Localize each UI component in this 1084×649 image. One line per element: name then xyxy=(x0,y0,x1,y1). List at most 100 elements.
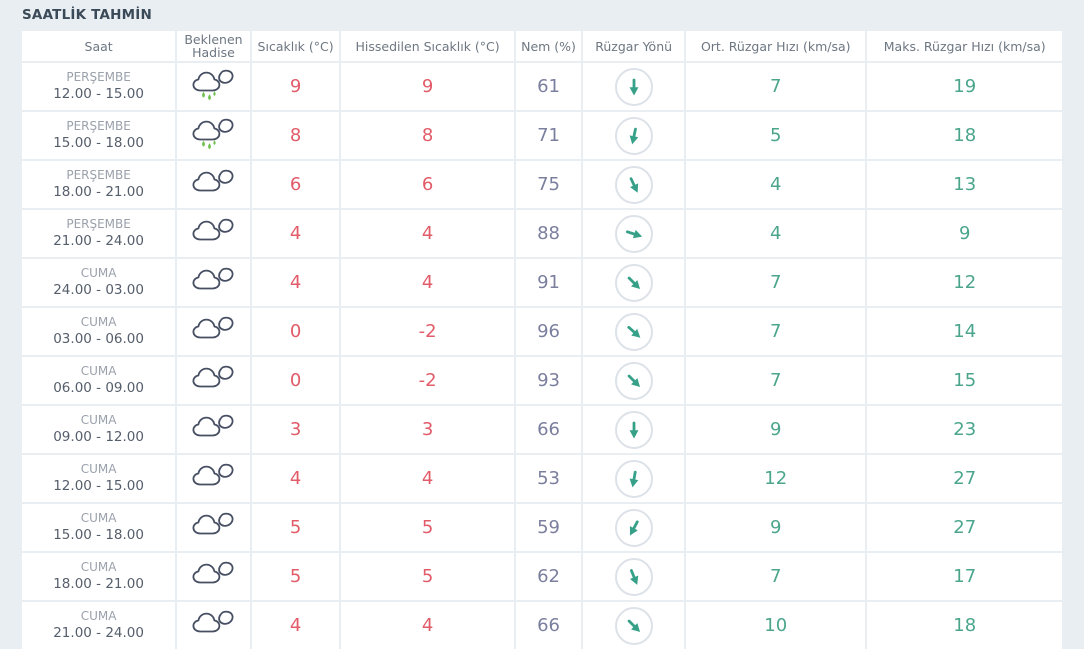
wind-direction-cell xyxy=(583,357,685,405)
max-wind-value: 23 xyxy=(867,406,1062,454)
time-range: 15.00 - 18.00 xyxy=(53,526,144,543)
cloudy-icon xyxy=(192,463,234,486)
avg-wind-value: 5 xyxy=(686,112,866,160)
time-range: 03.00 - 06.00 xyxy=(53,330,144,347)
table-row: PERŞEMBE 15.00 - 18.00 8 8 71 5 18 xyxy=(22,112,1062,160)
time-cell: CUMA 03.00 - 06.00 xyxy=(22,308,176,356)
wind-direction-arrow-icon xyxy=(627,276,640,289)
table-header: Saat Beklenen Hadise Sıcaklık (°C) Hisse… xyxy=(22,31,1062,62)
temperature-value: 5 xyxy=(251,504,340,552)
time-cell: PERŞEMBE 12.00 - 15.00 xyxy=(22,63,176,111)
time-range: 12.00 - 15.00 xyxy=(53,85,144,102)
time-range: 06.00 - 09.00 xyxy=(53,379,144,396)
cloudy-icon xyxy=(192,365,234,388)
avg-wind-value: 7 xyxy=(686,63,866,111)
table-body: PERŞEMBE 12.00 - 15.00 9 9 61 7 19 PERŞE… xyxy=(22,63,1062,649)
wind-direction-arrow-icon xyxy=(629,568,638,585)
wind-direction-icon xyxy=(614,459,653,498)
condition-cell xyxy=(177,259,250,307)
temperature-value: 6 xyxy=(251,161,340,209)
time-cell: CUMA 24.00 - 03.00 xyxy=(22,259,176,307)
cloudy-icon xyxy=(192,610,234,633)
temperature-value: 0 xyxy=(251,357,340,405)
avg-wind-value: 7 xyxy=(686,259,866,307)
temperature-value: 8 xyxy=(251,112,340,160)
feels-like-value: 8 xyxy=(341,112,514,160)
col-header-nem: Nem (%) xyxy=(515,31,582,62)
table-row: CUMA 21.00 - 24.00 4 4 66 10 18 xyxy=(22,602,1062,649)
wind-direction-cell xyxy=(583,455,685,503)
wind-direction-cell xyxy=(583,504,685,552)
day-label: CUMA xyxy=(80,560,117,575)
avg-wind-value: 7 xyxy=(686,357,866,405)
temperature-value: 4 xyxy=(251,259,340,307)
wind-direction-arrow-icon xyxy=(629,520,639,536)
day-label: PERŞEMBE xyxy=(66,168,131,183)
temperature-value: 9 xyxy=(251,63,340,111)
max-wind-value: 15 xyxy=(867,357,1062,405)
max-wind-value: 17 xyxy=(867,553,1062,601)
cloudy-light-rain-icon xyxy=(192,118,234,149)
table-row: PERŞEMBE 21.00 - 24.00 4 4 88 4 9 xyxy=(22,210,1062,258)
time-cell: PERŞEMBE 15.00 - 18.00 xyxy=(22,112,176,160)
col-header-sicaklik: Sıcaklık (°C) xyxy=(251,31,340,62)
cloudy-icon xyxy=(192,218,234,241)
day-label: CUMA xyxy=(80,609,117,624)
time-cell: CUMA 09.00 - 12.00 xyxy=(22,406,176,454)
wind-direction-arrow-icon xyxy=(625,229,642,239)
wind-direction-icon xyxy=(614,214,653,253)
avg-wind-value: 10 xyxy=(686,602,866,649)
col-header-ort-ruzgar: Ort. Rüzgar Hızı (km/sa) xyxy=(686,31,866,62)
humidity-value: 75 xyxy=(515,161,582,209)
humidity-value: 66 xyxy=(515,602,582,649)
time-cell: CUMA 21.00 - 24.00 xyxy=(22,602,176,649)
cloudy-light-rain-icon xyxy=(192,69,234,100)
day-label: CUMA xyxy=(80,413,117,428)
wind-direction-icon xyxy=(614,361,653,400)
temperature-value: 4 xyxy=(251,602,340,649)
table-row: CUMA 03.00 - 06.00 0 -2 96 7 14 xyxy=(22,308,1062,356)
table-row: PERŞEMBE 18.00 - 21.00 6 6 75 4 13 xyxy=(22,161,1062,209)
humidity-value: 71 xyxy=(515,112,582,160)
time-cell: CUMA 15.00 - 18.00 xyxy=(22,504,176,552)
condition-cell xyxy=(177,357,250,405)
feels-like-value: 4 xyxy=(341,259,514,307)
cloudy-icon xyxy=(192,561,234,584)
cloudy-icon xyxy=(192,414,234,437)
humidity-value: 53 xyxy=(515,455,582,503)
humidity-value: 66 xyxy=(515,406,582,454)
time-range: 21.00 - 24.00 xyxy=(53,624,144,641)
wind-direction-cell xyxy=(583,63,685,111)
condition-cell xyxy=(177,308,250,356)
hourly-forecast-table: Saat Beklenen Hadise Sıcaklık (°C) Hisse… xyxy=(20,29,1064,649)
feels-like-value: 3 xyxy=(341,406,514,454)
table-row: CUMA 24.00 - 03.00 4 4 91 7 12 xyxy=(22,259,1062,307)
feels-like-value: 4 xyxy=(341,455,514,503)
max-wind-value: 12 xyxy=(867,259,1062,307)
feels-like-value: 4 xyxy=(341,602,514,649)
avg-wind-value: 12 xyxy=(686,455,866,503)
day-label: PERŞEMBE xyxy=(66,70,131,85)
wind-direction-cell xyxy=(583,161,685,209)
table-row: CUMA 15.00 - 18.00 5 5 59 9 27 xyxy=(22,504,1062,552)
time-cell: CUMA 18.00 - 21.00 xyxy=(22,553,176,601)
feels-like-value: -2 xyxy=(341,357,514,405)
humidity-value: 91 xyxy=(515,259,582,307)
condition-cell xyxy=(177,112,250,160)
wind-direction-icon xyxy=(614,410,653,449)
wind-direction-cell xyxy=(583,602,685,649)
max-wind-value: 9 xyxy=(867,210,1062,258)
col-header-maks-ruzgar: Maks. Rüzgar Hızı (km/sa) xyxy=(867,31,1062,62)
feels-like-value: 6 xyxy=(341,161,514,209)
table-row: CUMA 12.00 - 15.00 4 4 53 12 27 xyxy=(22,455,1062,503)
wind-direction-icon xyxy=(614,557,653,596)
day-label: CUMA xyxy=(80,266,117,281)
condition-cell xyxy=(177,63,250,111)
time-range: 21.00 - 24.00 xyxy=(53,232,144,249)
humidity-value: 88 xyxy=(515,210,582,258)
avg-wind-value: 7 xyxy=(686,308,866,356)
max-wind-value: 18 xyxy=(867,602,1062,649)
humidity-value: 61 xyxy=(515,63,582,111)
condition-cell xyxy=(177,553,250,601)
